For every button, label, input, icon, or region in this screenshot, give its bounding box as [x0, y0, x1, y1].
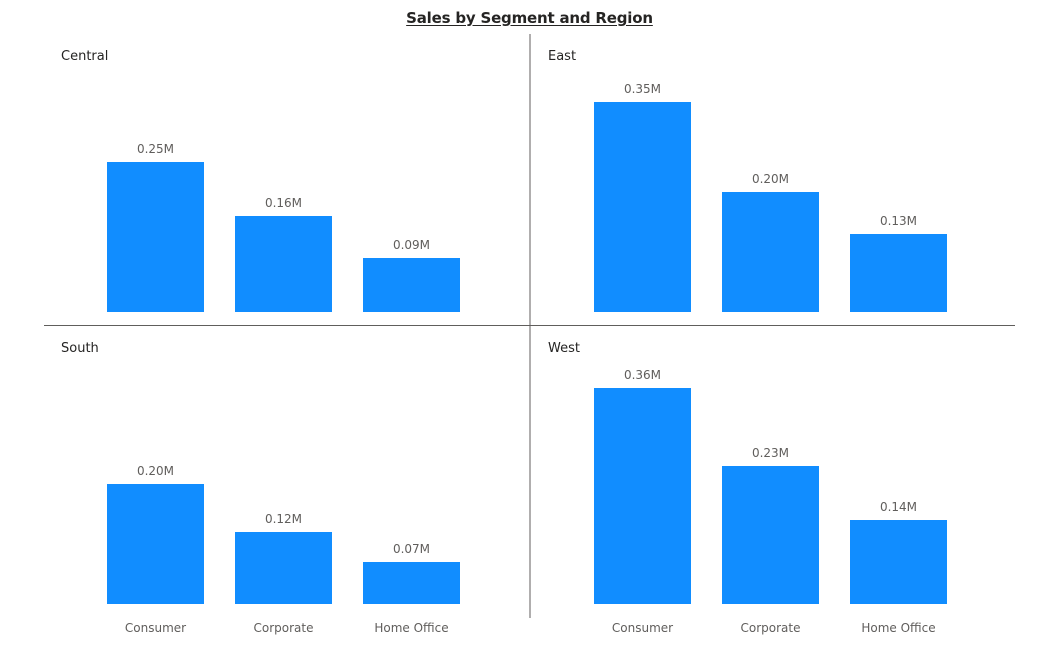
bar-central-corporate [235, 216, 332, 312]
panel-central: Central 0.25M 0.16M 0.09M [61, 49, 460, 312]
bar-west-corporate [722, 466, 819, 604]
data-label-south-corporate: 0.12M [265, 512, 302, 526]
data-label-central-consumer: 0.25M [137, 142, 174, 156]
panel-south: South 0.20M 0.12M 0.07M [61, 341, 460, 604]
panel-title-central: Central [61, 49, 108, 64]
panel-title-east: East [548, 49, 576, 64]
data-label-west-consumer: 0.36M [624, 368, 661, 382]
panel-title-south: South [61, 341, 99, 356]
x-tick-label-left-consumer: Consumer [125, 621, 186, 635]
chart-title: Sales by Segment and Region [406, 9, 653, 27]
bar-south-consumer [107, 484, 204, 604]
data-label-south-home-office: 0.07M [393, 542, 430, 556]
data-label-east-corporate: 0.20M [752, 172, 789, 186]
data-label-central-corporate: 0.16M [265, 196, 302, 210]
bar-east-consumer [594, 102, 691, 312]
bar-west-consumer [594, 388, 691, 604]
data-label-east-home-office: 0.13M [880, 214, 917, 228]
bar-east-corporate [722, 192, 819, 312]
data-label-south-consumer: 0.20M [137, 464, 174, 478]
x-tick-label-left-corporate: Corporate [254, 621, 314, 635]
bar-west-home-office [850, 520, 947, 604]
panel-title-west: West [548, 341, 580, 356]
x-tick-label-right-corporate: Corporate [741, 621, 801, 635]
bar-central-home-office [363, 258, 460, 312]
data-label-west-home-office: 0.14M [880, 500, 917, 514]
panel-west: West 0.36M 0.23M 0.14M [548, 341, 947, 604]
x-tick-label-left-home-office: Home Office [374, 621, 448, 635]
data-label-central-home-office: 0.09M [393, 238, 430, 252]
x-tick-label-right-consumer: Consumer [612, 621, 673, 635]
bar-south-corporate [235, 532, 332, 604]
x-tick-label-right-home-office: Home Office [861, 621, 935, 635]
data-label-west-corporate: 0.23M [752, 446, 789, 460]
bar-east-home-office [850, 234, 947, 312]
bar-central-consumer [107, 162, 204, 312]
panel-east: East 0.35M 0.20M 0.13M [548, 49, 947, 312]
bar-south-home-office [363, 562, 460, 604]
data-label-east-consumer: 0.35M [624, 82, 661, 96]
